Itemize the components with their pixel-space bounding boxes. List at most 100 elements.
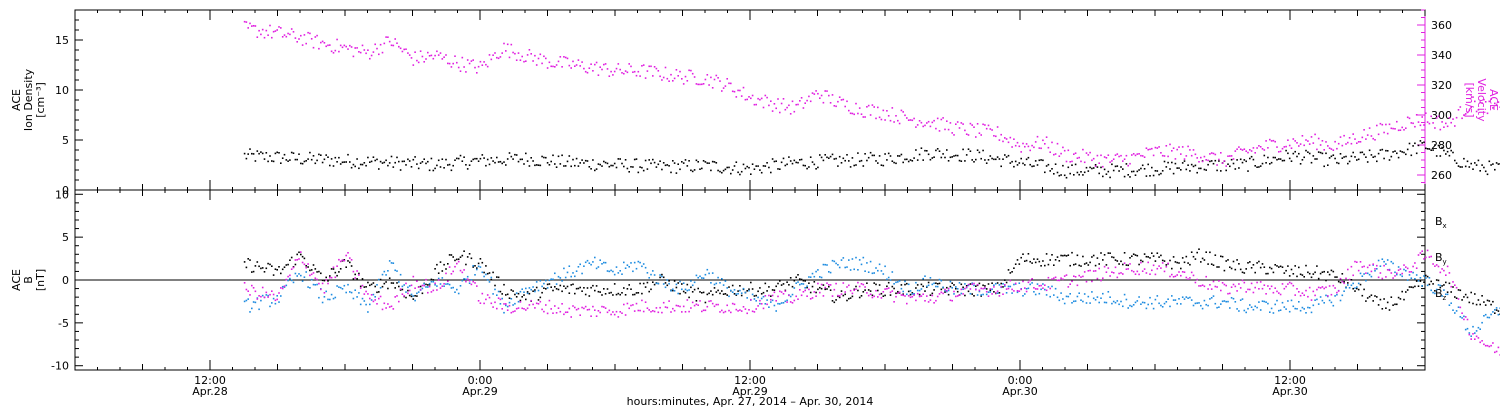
data-point bbox=[1038, 147, 1041, 149]
data-point bbox=[1045, 136, 1048, 138]
data-point bbox=[1040, 147, 1042, 150]
data-point bbox=[260, 267, 262, 270]
data-point bbox=[421, 287, 424, 290]
data-point bbox=[601, 165, 603, 167]
data-point bbox=[1085, 302, 1088, 304]
data-point bbox=[1321, 271, 1324, 273]
data-point bbox=[456, 262, 458, 265]
data-point bbox=[1288, 157, 1291, 160]
data-point bbox=[1000, 285, 1002, 288]
data-point bbox=[686, 299, 689, 301]
data-point bbox=[795, 276, 797, 279]
data-point bbox=[408, 54, 411, 56]
data-point bbox=[298, 258, 300, 260]
data-point bbox=[1278, 309, 1280, 312]
data-point bbox=[626, 167, 629, 170]
data-point bbox=[726, 78, 728, 80]
data-point bbox=[789, 160, 792, 162]
y-axis-label: ACEIon Density[cm⁻³] bbox=[10, 68, 47, 131]
data-point bbox=[459, 269, 462, 272]
data-point bbox=[690, 286, 692, 289]
data-point bbox=[367, 156, 369, 159]
data-point bbox=[410, 284, 413, 287]
data-point bbox=[1194, 164, 1197, 167]
data-point bbox=[806, 295, 808, 297]
data-point bbox=[1053, 173, 1055, 175]
data-point bbox=[1495, 350, 1498, 353]
data-point bbox=[1287, 283, 1289, 285]
data-point bbox=[432, 281, 435, 283]
data-point bbox=[920, 283, 923, 286]
data-point bbox=[773, 160, 776, 163]
data-point bbox=[824, 286, 826, 289]
data-point bbox=[1461, 317, 1463, 319]
data-point bbox=[797, 274, 799, 276]
data-point bbox=[1370, 275, 1373, 278]
data-point bbox=[381, 308, 384, 311]
data-point bbox=[385, 159, 387, 162]
data-point bbox=[1141, 164, 1144, 167]
data-point bbox=[802, 164, 805, 167]
data-point bbox=[1258, 301, 1260, 303]
data-point bbox=[1470, 335, 1472, 337]
data-point bbox=[414, 156, 416, 158]
data-point bbox=[330, 268, 333, 270]
data-point bbox=[416, 292, 418, 295]
data-point bbox=[757, 290, 759, 293]
data-point bbox=[1403, 151, 1405, 154]
data-point bbox=[886, 288, 888, 290]
data-point bbox=[492, 160, 494, 162]
data-point bbox=[367, 49, 369, 51]
data-point bbox=[1045, 165, 1048, 167]
data-point bbox=[1156, 252, 1159, 254]
data-point bbox=[312, 155, 315, 157]
data-point bbox=[506, 43, 509, 46]
data-point bbox=[378, 278, 380, 281]
data-point bbox=[969, 288, 972, 290]
data-point bbox=[782, 293, 785, 295]
data-point bbox=[1160, 267, 1162, 269]
y2-tick-label: 320 bbox=[1431, 79, 1452, 92]
data-point bbox=[1494, 102, 1496, 105]
data-point bbox=[566, 271, 569, 274]
data-point bbox=[1312, 290, 1315, 293]
data-point bbox=[967, 290, 970, 293]
data-point bbox=[1076, 284, 1079, 287]
data-point bbox=[501, 52, 503, 54]
data-point bbox=[312, 283, 315, 286]
data-point bbox=[1343, 290, 1345, 292]
data-point bbox=[1180, 169, 1182, 171]
data-point bbox=[846, 154, 848, 156]
data-point bbox=[915, 281, 917, 284]
data-point bbox=[715, 303, 718, 306]
data-point bbox=[1308, 307, 1311, 309]
data-point bbox=[730, 82, 732, 85]
data-point bbox=[1336, 291, 1338, 294]
data-point bbox=[797, 281, 799, 283]
data-point bbox=[1412, 271, 1414, 274]
data-point bbox=[1323, 149, 1325, 151]
data-point bbox=[1477, 108, 1480, 111]
data-point bbox=[662, 276, 665, 279]
data-point bbox=[1172, 147, 1175, 149]
data-point bbox=[555, 64, 558, 66]
data-point bbox=[657, 163, 660, 166]
data-point bbox=[1243, 159, 1246, 161]
data-point bbox=[1047, 276, 1050, 279]
data-point bbox=[1078, 173, 1080, 176]
data-point bbox=[534, 289, 536, 291]
data-point bbox=[361, 297, 364, 300]
data-point bbox=[416, 280, 418, 282]
data-point bbox=[254, 25, 257, 27]
data-point bbox=[1359, 141, 1362, 143]
data-point bbox=[661, 79, 663, 81]
data-point bbox=[633, 158, 636, 161]
data-point bbox=[1483, 98, 1485, 101]
data-point bbox=[1265, 140, 1267, 142]
data-point bbox=[1345, 143, 1347, 145]
data-point bbox=[837, 100, 839, 103]
data-point bbox=[1405, 269, 1407, 272]
data-point bbox=[470, 160, 473, 162]
data-point bbox=[891, 285, 894, 288]
data-point bbox=[946, 286, 948, 289]
